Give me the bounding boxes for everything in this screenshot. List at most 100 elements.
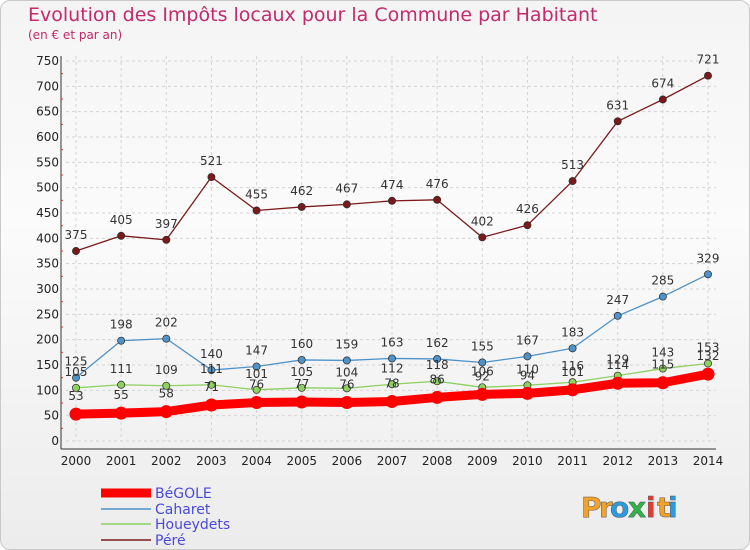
data-point: [478, 233, 487, 242]
data-label: 143: [651, 346, 674, 360]
data-label: 55: [114, 388, 129, 402]
data-label: 118: [426, 358, 449, 372]
grid-lines: [66, 56, 716, 442]
data-point: [568, 177, 577, 186]
data-point: [613, 117, 622, 126]
data-point: [117, 231, 126, 240]
x-tick-label: 2001: [106, 454, 137, 468]
data-label: 94: [520, 368, 535, 382]
data-label: 78: [384, 376, 399, 390]
data-point: [117, 380, 126, 389]
data-label: 462: [290, 184, 313, 198]
data-point: [433, 354, 442, 363]
y-tick-label: 750: [36, 54, 59, 68]
legend-label: Péré: [155, 533, 186, 549]
x-tick-label: 2012: [602, 454, 633, 468]
data-point: [207, 366, 216, 375]
logo-letter: x: [628, 491, 646, 524]
data-point: [704, 270, 712, 279]
y-tick-label: 650: [36, 105, 59, 119]
data-point: [72, 383, 80, 392]
y-tick-label: 0: [51, 434, 59, 448]
data-point: [207, 380, 216, 389]
data-point: [114, 406, 128, 420]
data-label: 513: [561, 158, 584, 172]
x-tick-label: 2008: [422, 454, 453, 468]
y-tick-label: 350: [36, 257, 59, 271]
data-label: 455: [245, 187, 268, 201]
data-label: 76: [249, 377, 264, 391]
data-label: 140: [200, 347, 223, 361]
data-label: 105: [290, 365, 313, 379]
x-tick-label: 2010: [512, 454, 543, 468]
data-point: [388, 380, 396, 389]
y-tick-label: 450: [36, 206, 59, 220]
data-label: 109: [155, 363, 178, 377]
logo-letter: i: [668, 491, 678, 524]
data-point: [162, 334, 171, 343]
data-label: 163: [381, 335, 404, 349]
data-point: [388, 196, 396, 205]
legend-label: BéGOLE: [155, 486, 212, 502]
legend-label: Houeydets: [155, 517, 230, 533]
data-point: [252, 206, 261, 215]
data-point: [159, 405, 173, 419]
logo-letter: r: [599, 491, 613, 524]
y-tick-label: 600: [36, 130, 59, 144]
data-point: [252, 362, 261, 371]
data-point: [520, 386, 534, 400]
data-point: [297, 383, 306, 392]
data-point: [295, 395, 309, 409]
x-tick-label: 2013: [648, 454, 679, 468]
legend-label: Caharet: [155, 502, 211, 518]
y-tick-label: 300: [36, 282, 59, 296]
data-point: [385, 394, 399, 408]
data-label: 155: [471, 339, 494, 353]
data-label: 198: [110, 318, 133, 332]
data-point: [568, 344, 577, 353]
data-point: [701, 367, 715, 381]
data-label: 476: [426, 177, 449, 191]
x-tick-label: 2004: [241, 454, 272, 468]
data-point: [72, 247, 80, 255]
y-tick-label: 700: [36, 79, 59, 93]
data-point: [704, 71, 712, 80]
data-label: 467: [335, 181, 358, 195]
data-labels: 53 55 58 71 76 77 76 78 86 92 94 101 114 115 132 125 198…: [65, 53, 720, 403]
data-point: [72, 373, 80, 382]
data-point: [656, 376, 670, 390]
data-label: 397: [155, 217, 178, 231]
data-label: 521: [200, 154, 223, 168]
data-point: [162, 235, 171, 244]
data-label: 101: [561, 365, 584, 379]
y-tick-label: 200: [36, 333, 59, 347]
data-point: [658, 292, 667, 301]
data-point: [478, 358, 487, 367]
x-tick-label: 2014: [693, 454, 724, 468]
data-label: 153: [697, 340, 720, 354]
x-tick-label: 2000: [61, 454, 92, 468]
data-point: [433, 377, 442, 386]
data-label: 247: [606, 293, 629, 307]
y-tick-label: 500: [36, 181, 59, 195]
data-point: [342, 356, 351, 365]
y-tick-label: 550: [36, 155, 59, 169]
data-label: 86: [430, 372, 445, 386]
data-label: 77: [294, 377, 309, 391]
data-point: [297, 355, 306, 364]
logo-letter: o: [610, 491, 629, 524]
chart-title: Evolution des Impôts locaux pour la Comm…: [28, 4, 598, 26]
chart-subtitle: (en € et par an): [28, 28, 123, 42]
y-tick-label: 150: [36, 358, 59, 372]
data-label: 71: [204, 380, 219, 394]
data-label: 106: [471, 364, 494, 378]
data-label: 167: [516, 333, 539, 347]
data-point: [252, 385, 261, 394]
data-point: [250, 395, 264, 409]
data-point: [297, 202, 306, 211]
y-tick-label: 100: [36, 383, 59, 397]
data-point: [613, 311, 622, 320]
x-tick-label: 2011: [557, 454, 588, 468]
